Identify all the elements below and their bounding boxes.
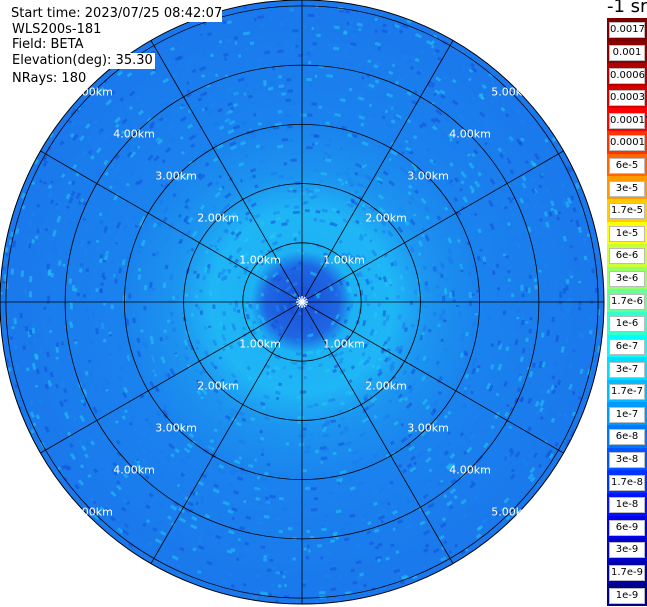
colorbar-tick-label: 0.0017 <box>609 22 645 39</box>
colorbar-tick-label: 1e-9 <box>609 587 645 604</box>
elevation-label: Elevation(deg): 35.30 <box>12 53 155 69</box>
ppi-scan-plot <box>0 0 605 605</box>
range-ring-label: 1.00km <box>239 337 281 351</box>
radial-line <box>301 301 454 564</box>
colorbar-tick-label: 0.001 <box>609 44 645 61</box>
range-ring-label: 1.00km <box>239 253 281 267</box>
range-ring-label: 4.00km <box>113 127 155 141</box>
radial-line <box>40 150 303 303</box>
scan-outline <box>0 0 605 605</box>
range-ring-label: 4.00km <box>449 463 491 477</box>
colorbar-tick-label: 0.00017 <box>609 112 647 129</box>
colorbar-tick-label: 3e-8 <box>609 452 645 468</box>
colorbar-tick-label: 0.0001 <box>609 135 645 152</box>
range-ring-label: 2.00km <box>197 211 239 225</box>
colorbar-unit: -1 sr <box>607 0 647 17</box>
colorbar-tick-label: 6e-9 <box>609 519 645 536</box>
range-ring-label: 5.00km <box>71 85 113 99</box>
colorbar-tick-label: 1.7e-5 <box>609 203 645 220</box>
colorbar-tick-label: 3e-6 <box>609 271 645 288</box>
range-ring-label: 3.00km <box>155 169 197 183</box>
colorbar-tick-label: 1e-7 <box>609 406 645 423</box>
colorbar-tick-label: 1e-8 <box>609 497 645 514</box>
range-ring-label: 2.00km <box>365 211 407 225</box>
range-ring-label: 1.00km <box>323 253 365 267</box>
range-ring-label: 1.00km <box>323 337 365 351</box>
colorbar-tick-label: 3e-5 <box>609 180 645 197</box>
instrument-label: WLS200s-181 <box>12 22 106 38</box>
range-ring-label: 3.00km <box>155 421 197 435</box>
field-label: Field: BETA <box>12 37 88 53</box>
range-ring-label: 5.00km <box>491 505 533 519</box>
start-time-label: Start time: 2023/07/25 08:42:07 <box>11 6 223 22</box>
colorbar-tick-label: 3e-9 <box>609 542 645 559</box>
colorbar-tick-label: 6e-6 <box>609 248 645 265</box>
range-ring-label: 2.00km <box>197 379 239 393</box>
colorbar-tick-label: 6e-7 <box>609 338 645 355</box>
colorbar-tick-label: 1.7e-6 <box>609 293 645 310</box>
radial-line <box>150 301 303 564</box>
radial-line <box>40 301 303 454</box>
range-ring-label: 3.00km <box>407 421 449 435</box>
range-grid <box>0 0 604 604</box>
range-ring-label: 2.00km <box>365 379 407 393</box>
colorbar-tick-label: 0.0003 <box>609 90 645 107</box>
colorbar-tick-label: 0.0006 <box>609 67 645 84</box>
colorbar-tick-label: 1.7e-7 <box>609 384 645 401</box>
nrays-label: NRays: 180 <box>12 71 87 86</box>
range-ring-label: 5.00km <box>491 85 533 99</box>
radial-line <box>150 40 303 303</box>
range-ring-label: 4.00km <box>113 463 155 477</box>
radial-line <box>301 150 564 303</box>
colorbar-tick-label: 6e-5 <box>609 158 645 174</box>
range-ring-label: 3.00km <box>407 169 449 183</box>
colorbar: 0.0017 0.001 0.0006 0.0003 0.00017 0.0001 6e-5… <box>607 0 647 607</box>
colorbar-tick-label: 6e-8 <box>609 429 645 446</box>
range-ring-label: 4.00km <box>449 127 491 141</box>
range-ring-label: 5.00km <box>71 505 113 519</box>
colorbar-tick-label: 1.7e-8 <box>609 474 645 491</box>
colorbar-tick-label: 1e-5 <box>609 225 645 242</box>
center-marker <box>301 298 308 303</box>
colorbar-tick-label: 3e-7 <box>609 361 645 378</box>
colorbar-tick-label: 1e-6 <box>609 316 645 333</box>
colorbar-tick-label: 1.7e-9 <box>609 565 645 582</box>
radial-line <box>301 301 564 454</box>
radial-line <box>301 40 454 303</box>
